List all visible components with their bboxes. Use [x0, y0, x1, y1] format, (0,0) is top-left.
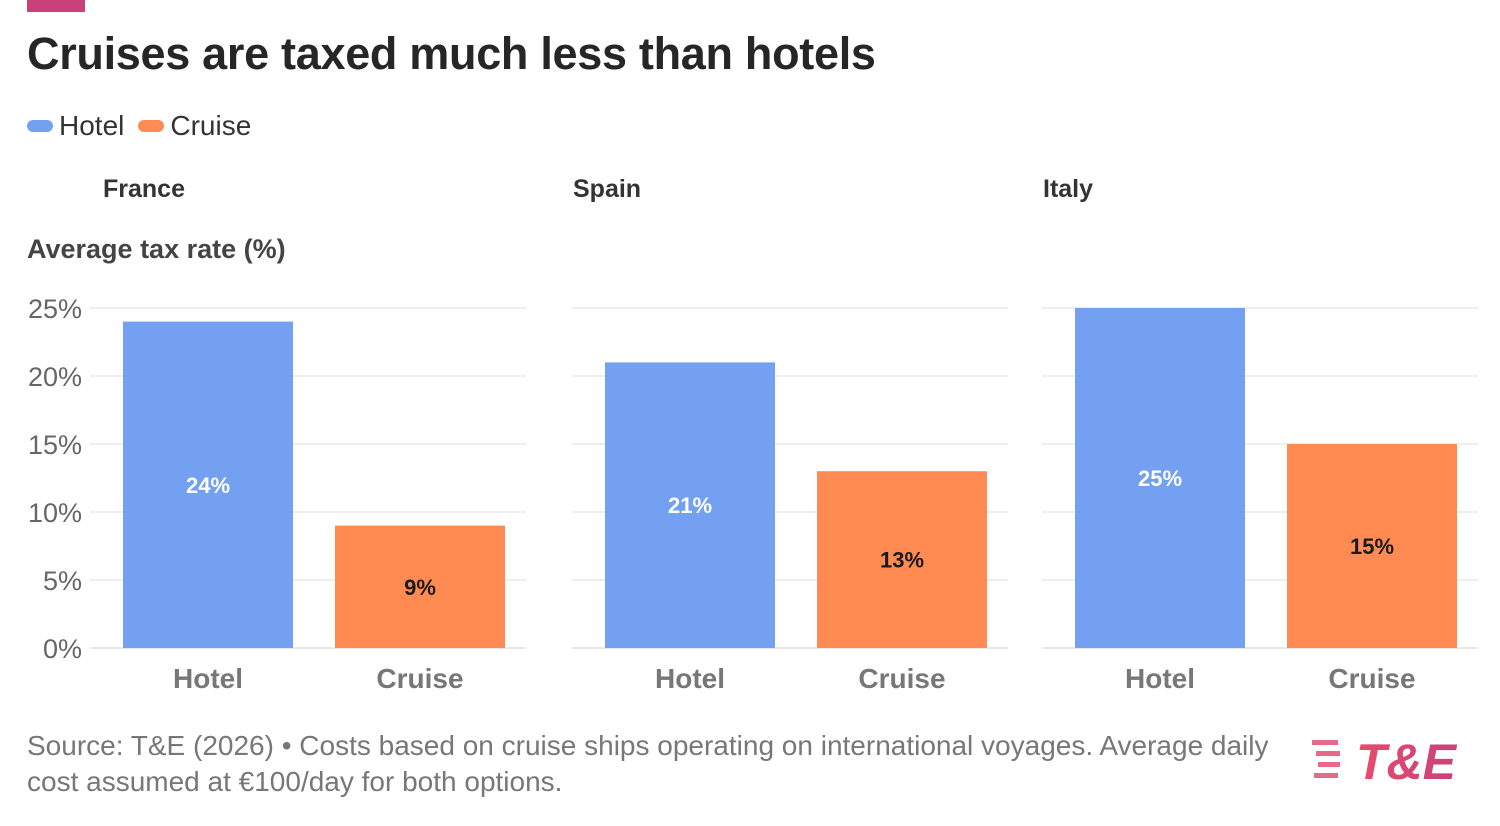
y-tick-label: 10%	[28, 498, 82, 528]
data-label: 9%	[404, 575, 436, 600]
y-tick-label: 25%	[28, 294, 82, 324]
bar-italy-cruise	[1287, 444, 1457, 648]
logo-stripes-icon	[1312, 740, 1340, 778]
x-tick-label: Cruise	[858, 663, 945, 694]
x-tick-label: Hotel	[173, 663, 243, 694]
x-tick-label: Hotel	[1125, 663, 1195, 694]
accent-bar	[27, 0, 85, 12]
logo-wordmark: T&E	[1356, 734, 1458, 786]
y-tick-label: 0%	[43, 634, 82, 664]
te-logo: T&E	[1312, 734, 1458, 786]
data-label: 24%	[186, 473, 230, 498]
y-tick-label: 5%	[43, 566, 82, 596]
y-tick-label: 20%	[28, 362, 82, 392]
data-label: 25%	[1138, 466, 1182, 491]
legend: Hotel Cruise	[27, 110, 265, 142]
x-tick-label: Hotel	[655, 663, 725, 694]
x-tick-label: Cruise	[376, 663, 463, 694]
bar-france-cruise	[335, 525, 505, 648]
legend-label-hotel: Hotel	[59, 110, 125, 141]
chart-canvas: 0% 5% 10% 15% 20% 25% 24% Hotel 9% Cruise 21% Hotel…	[28, 294, 1478, 694]
legend-label-cruise: Cruise	[170, 110, 252, 141]
data-label: 15%	[1350, 534, 1394, 559]
panel-title-italy: Italy	[1043, 175, 1094, 203]
legend-swatch-hotel	[27, 120, 53, 132]
x-tick-label: Cruise	[1328, 663, 1415, 694]
legend-item-hotel: Hotel	[27, 110, 124, 142]
y-axis-title: Average tax rate (%)	[27, 234, 286, 264]
bar-spain-cruise	[817, 471, 987, 648]
data-label: 13%	[880, 548, 924, 573]
data-label: 21%	[668, 493, 712, 518]
bar-spain-hotel	[605, 362, 775, 648]
legend-item-cruise: Cruise	[138, 110, 251, 142]
y-tick-label: 15%	[28, 430, 82, 460]
legend-swatch-cruise	[138, 120, 165, 132]
panel-title-spain: Spain	[573, 175, 642, 203]
bar-france-hotel	[123, 321, 293, 648]
panel-title-france: France	[103, 175, 185, 203]
source-note: Source: T&E (2026) • Costs based on crui…	[27, 730, 1269, 797]
chart-title: Cruises are taxed much less than hotels	[27, 28, 876, 79]
bar-italy-hotel	[1075, 308, 1245, 648]
